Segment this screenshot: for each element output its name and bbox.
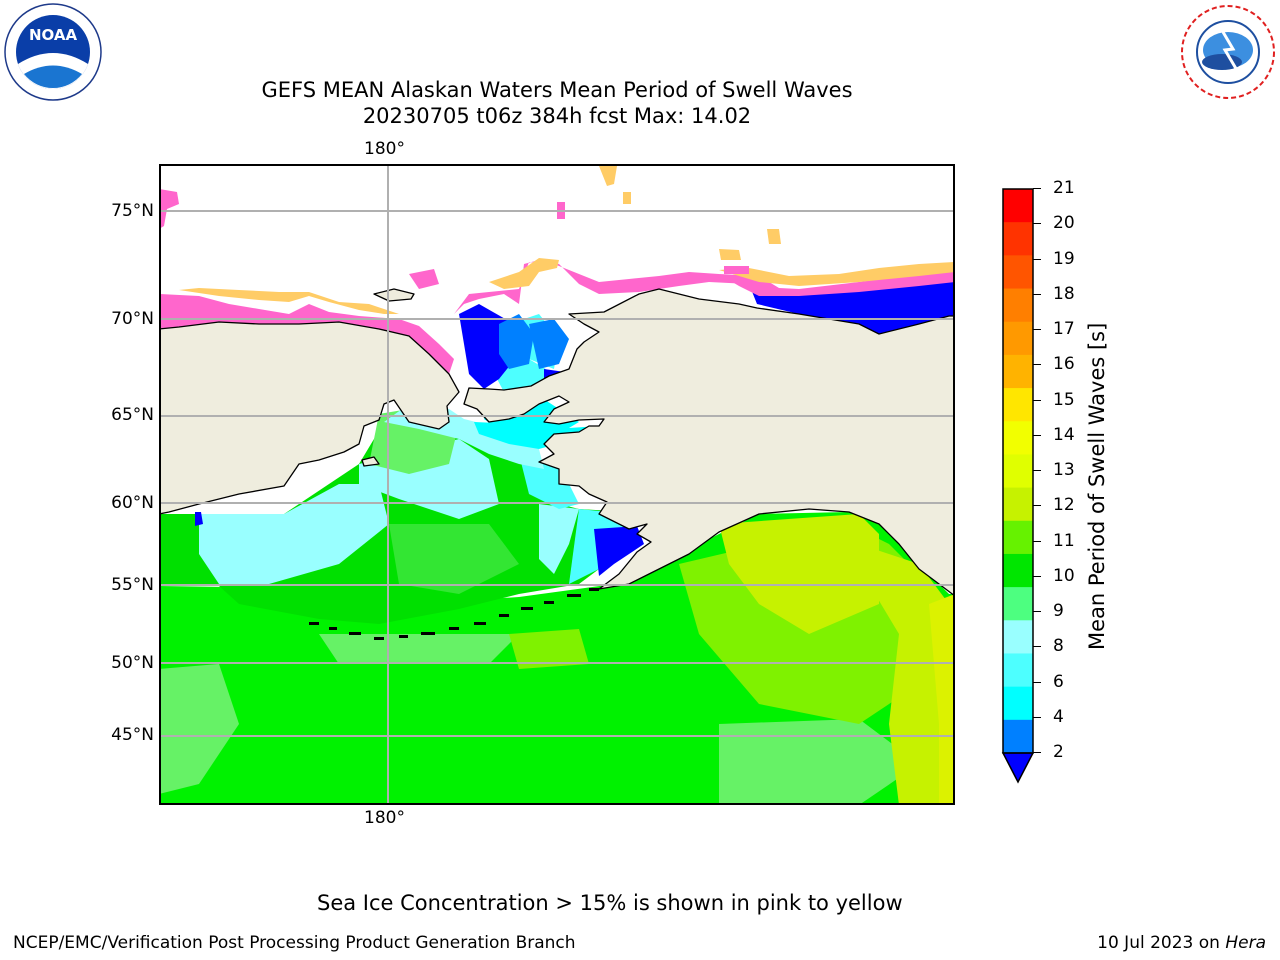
swell-period-map xyxy=(159,164,955,805)
colorbar-tick-label: 11 xyxy=(1053,530,1075,551)
colorbar-tick-label: 19 xyxy=(1053,248,1075,269)
lat-label-50: 50°N xyxy=(111,653,154,673)
colorbar-tick-label: 20 xyxy=(1053,213,1075,234)
colorbar-band xyxy=(1003,189,1033,223)
chart-title: GEFS MEAN Alaskan Waters Mean Period of … xyxy=(261,78,853,102)
colorbar-tick-mark xyxy=(1033,258,1041,260)
colorbar-tick-label: 12 xyxy=(1053,495,1075,516)
colorbar-frame xyxy=(1002,188,1034,754)
footer-machine: Hera xyxy=(1225,933,1266,953)
lat-label-75: 75°N xyxy=(111,201,154,221)
lat-label-70: 70°N xyxy=(111,309,154,329)
colorbar-band xyxy=(1003,553,1033,588)
lon-label-bottom: 180° xyxy=(364,808,405,828)
colorbar-band xyxy=(1003,520,1033,555)
lat-label-60: 60°N xyxy=(111,493,154,513)
colorbar-band xyxy=(1003,487,1033,522)
colorbar-tick-mark xyxy=(1033,329,1041,330)
colorbar-tick-mark xyxy=(1033,223,1041,225)
colorbar-band xyxy=(1003,288,1033,323)
colorbar-tick-mark xyxy=(1033,434,1041,436)
footer-credit: NCEP/EMC/Verification Post Processing Pr… xyxy=(13,933,576,953)
colorbar-tick-mark xyxy=(1033,681,1041,683)
colorbar-tick-label: 15 xyxy=(1053,389,1075,410)
colorbar-tick-label: 21 xyxy=(1053,178,1075,198)
graticule xyxy=(160,165,954,804)
sea-ice-field xyxy=(160,166,954,374)
colorbar-tick-label: 17 xyxy=(1053,319,1075,339)
colorbar-tick-mark xyxy=(1033,752,1041,753)
colorbar-tick-mark xyxy=(1033,716,1041,718)
footer-date: 10 Jul 2023 on Hera xyxy=(1097,933,1266,953)
bering-swell-field xyxy=(160,404,644,624)
colorbar-tick-mark xyxy=(1033,188,1041,189)
colorbar-tick-label: 13 xyxy=(1053,460,1075,480)
colorbar-tick-mark xyxy=(1033,470,1041,471)
colorbar-tick-mark xyxy=(1033,399,1041,401)
colorbar-band xyxy=(1003,587,1033,621)
colorbar-tick-mark xyxy=(1033,611,1041,612)
lat-label-55: 55°N xyxy=(111,575,154,595)
colorbar-band xyxy=(1003,620,1033,654)
colorbar-tick-label: 16 xyxy=(1053,354,1075,375)
colorbar-band xyxy=(1003,222,1033,256)
colorbar-tick-label: 2 xyxy=(1053,742,1064,762)
lat-label-65: 65°N xyxy=(111,405,154,425)
colorbar-band xyxy=(1003,686,1033,721)
chart-subtitle: 20230705 t06z 384h fcst Max: 14.02 xyxy=(362,104,752,128)
colorbar-band xyxy=(1003,653,1033,688)
lat-label-45: 45°N xyxy=(111,725,154,745)
colorbar-under-arrow xyxy=(1001,752,1035,784)
colorbar-tick-mark xyxy=(1033,646,1041,648)
colorbar-band xyxy=(1003,255,1033,290)
sea-ice-note: Sea Ice Concentration > 15% is shown in … xyxy=(317,891,903,915)
landmass xyxy=(160,288,954,597)
colorbar-tick-label: 8 xyxy=(1053,636,1064,657)
colorbar-tick-mark xyxy=(1033,364,1041,366)
colorbar-band xyxy=(1003,719,1033,754)
colorbar-band xyxy=(1003,354,1033,389)
noaa-logo-text: NOAA xyxy=(29,26,78,44)
noaa-logo: NOAA xyxy=(4,3,102,101)
colorbar-band xyxy=(1003,421,1033,455)
colorbar-tick-mark xyxy=(1033,293,1041,295)
colorbar-tick-label: 6 xyxy=(1053,671,1064,692)
colorbar-tick-label: 18 xyxy=(1053,283,1075,304)
footer-date-text: 10 Jul 2023 on xyxy=(1097,933,1226,953)
colorbar xyxy=(1001,188,1035,784)
lon-label-top: 180° xyxy=(364,139,405,159)
colorbar-tick-mark xyxy=(1033,505,1041,507)
colorbar-tick-mark xyxy=(1033,540,1041,542)
map-frame xyxy=(159,164,955,805)
colorbar-tick-label: 10 xyxy=(1053,565,1075,586)
colorbar-band xyxy=(1003,388,1033,422)
colorbar-tick-label: 4 xyxy=(1053,706,1064,727)
aleutian-islands xyxy=(309,588,599,640)
nws-logo xyxy=(1181,5,1275,99)
colorbar-tick-mark xyxy=(1033,575,1041,577)
colorbar-tick-label: 14 xyxy=(1053,424,1075,445)
colorbar-title: Mean Period of Swell Waves [s] xyxy=(1085,322,1109,650)
colorbar-band xyxy=(1003,454,1033,489)
colorbar-band xyxy=(1003,321,1033,356)
colorbar-tick-label: 9 xyxy=(1053,601,1064,621)
